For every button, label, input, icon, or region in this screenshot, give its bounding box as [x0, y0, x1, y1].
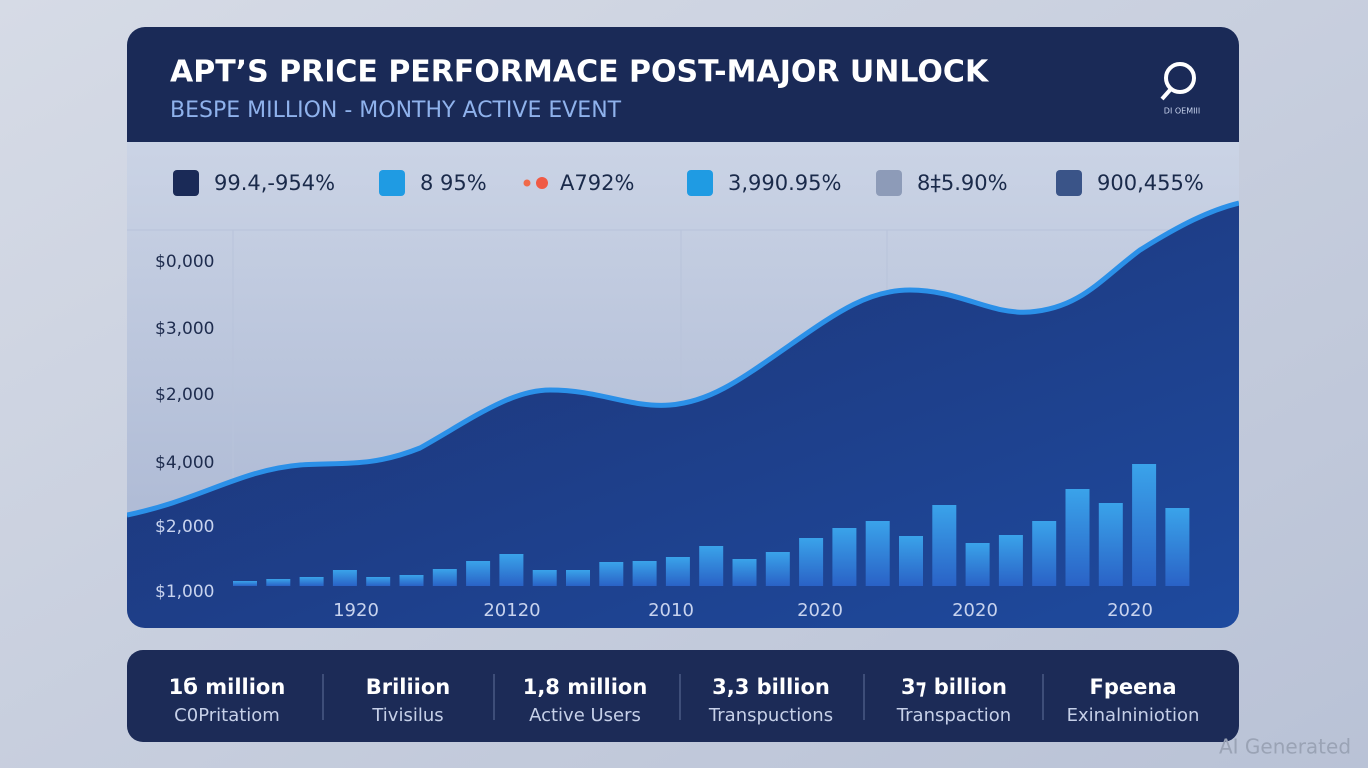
search-icon[interactable] — [1164, 62, 1196, 94]
stat-label: Transpuctions — [708, 705, 833, 726]
bar — [1032, 521, 1057, 586]
bar — [665, 557, 690, 586]
bar — [499, 554, 524, 586]
title: APT’S PRICE PERFORMACE POST-MAJOR UNLOCK — [170, 55, 990, 90]
legend-label: 8 95% — [420, 171, 487, 195]
stat-value: Briliion — [366, 675, 451, 699]
bar — [998, 535, 1023, 586]
legend-swatch — [876, 170, 902, 196]
x-tick-label: 1920 — [333, 600, 379, 621]
bar — [566, 570, 590, 586]
bar — [899, 536, 923, 586]
bar — [799, 538, 824, 586]
y-axis: $0,000 $3,000 $2,000 $4,000 $2,000 $1,000 — [155, 252, 214, 602]
icon-caption: DI OEMIII — [1164, 107, 1200, 116]
bar — [1098, 503, 1123, 586]
bar — [432, 569, 457, 586]
watermark: AI Generated — [1219, 735, 1351, 759]
x-tick-label: 20120 — [483, 600, 540, 621]
x-tick-label: 2020 — [797, 600, 843, 621]
y-tick-label: $2,000 — [155, 385, 214, 405]
bar — [599, 562, 624, 586]
y-tick-label: $0,000 — [155, 252, 214, 272]
legend-dot — [523, 179, 531, 187]
y-tick-label: $2,000 — [155, 517, 214, 537]
stats: 1б million C0Pritatiom Briliion Tivisilus 1,… — [169, 674, 1200, 726]
bar — [1132, 464, 1157, 586]
legend-label: A792% — [560, 171, 634, 195]
header-bar — [127, 27, 1239, 142]
bar — [366, 577, 391, 586]
legend-label: 900,455% — [1097, 171, 1204, 195]
bar — [332, 570, 357, 586]
legend-swatch — [1056, 170, 1082, 196]
legend-label: 99.4,-954% — [214, 171, 335, 195]
x-tick-label: 2010 — [648, 600, 694, 621]
stat-value: 1б million — [169, 675, 286, 699]
bar — [765, 552, 790, 586]
stat-label: Transpaction — [896, 705, 1011, 726]
bar — [732, 559, 757, 586]
bar — [832, 528, 857, 586]
search-button[interactable] — [1160, 62, 1196, 101]
x-axis: 1920 20120 2010 2020 2020 2020 — [333, 600, 1153, 621]
bar — [399, 575, 424, 586]
stat-value: 3,3 billion — [712, 675, 830, 699]
legend: 99.4,-954% 8 95% A792% 3,990.95% 8‡5.90% 900,… — [173, 170, 1204, 196]
y-tick-label: $3,000 — [155, 319, 214, 339]
bar — [632, 561, 657, 586]
stat-label: Exinalniniotion — [1067, 705, 1200, 726]
legend-label: 3,990.95% — [728, 171, 841, 195]
search-icon-handle[interactable] — [1160, 88, 1172, 101]
stat-value: 1,8 million — [523, 675, 648, 699]
bar — [532, 570, 557, 586]
stat-value: 3⁊ billion — [901, 675, 1007, 699]
bar — [1165, 508, 1190, 586]
area-fill — [127, 203, 1239, 628]
x-tick-label: 2020 — [1107, 600, 1153, 621]
x-tick-label: 2020 — [952, 600, 998, 621]
bars — [233, 464, 1190, 586]
bar — [299, 577, 324, 586]
legend-swatch — [379, 170, 405, 196]
legend-swatch — [173, 170, 199, 196]
stats-card — [127, 650, 1239, 742]
main-card — [127, 27, 1239, 628]
bar — [965, 543, 990, 586]
bar — [699, 546, 724, 586]
stat-label: Tivisilus — [371, 705, 443, 726]
bar — [932, 505, 957, 586]
legend-swatch — [687, 170, 713, 196]
legend-label: 8‡5.90% — [917, 171, 1008, 195]
subtitle: BESPE MILLION - MONTHY ACTIVE EVENT — [170, 98, 622, 123]
y-tick-label: $4,000 — [155, 453, 214, 473]
bar — [865, 521, 890, 586]
bar — [466, 561, 491, 586]
bar — [266, 579, 291, 586]
bar — [233, 581, 257, 586]
stat-value: Fpeena — [1090, 675, 1177, 699]
legend-dot — [536, 177, 548, 189]
area-line — [127, 200, 1239, 518]
stat-label: Active Users — [529, 705, 641, 726]
bar — [1065, 489, 1090, 586]
y-tick-label: $1,000 — [155, 582, 214, 602]
stat-label: C0Pritatiom — [174, 705, 280, 726]
